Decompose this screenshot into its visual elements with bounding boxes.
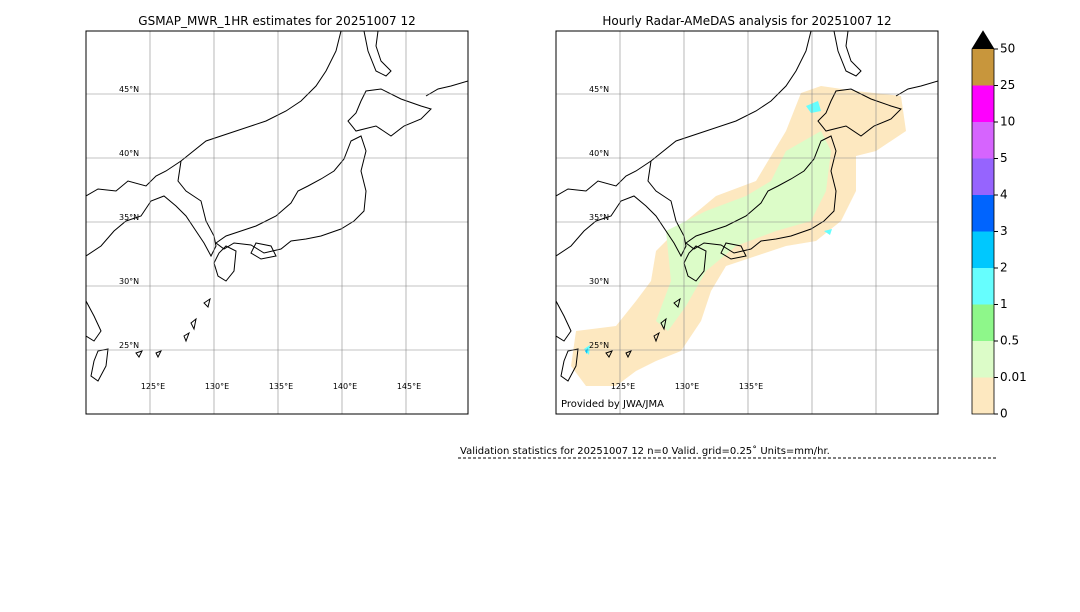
credit: Provided by JWA/JMA bbox=[561, 399, 664, 410]
colorbar-segment bbox=[972, 231, 994, 268]
colorbar-label: 25 bbox=[1000, 78, 1015, 92]
colorbar-segment bbox=[972, 122, 994, 159]
lat-label: 40°N bbox=[119, 149, 139, 158]
map-frame bbox=[555, 30, 939, 415]
colorbar-segment bbox=[972, 85, 994, 122]
lon-label: 130°E bbox=[675, 382, 699, 391]
lat-label: 40°N bbox=[589, 149, 609, 158]
colorbar-label: 10 bbox=[1000, 115, 1015, 129]
lat-label: 45°N bbox=[119, 85, 139, 94]
colorbar-segment bbox=[972, 304, 994, 341]
lat-label: 30°N bbox=[119, 277, 139, 286]
colorbar-frame bbox=[971, 30, 995, 415]
colorbar-label: 3 bbox=[1000, 224, 1008, 238]
colorbar-label: 4 bbox=[1000, 188, 1008, 202]
lat-label: 25°N bbox=[589, 341, 609, 350]
lon-label: 145°E bbox=[397, 382, 421, 391]
map-frame bbox=[85, 30, 469, 415]
colorbar-label: 0.5 bbox=[1000, 334, 1019, 348]
lon-label: 135°E bbox=[739, 382, 763, 391]
colorbar-segment bbox=[972, 377, 994, 414]
lat-label: 25°N bbox=[119, 341, 139, 350]
colorbar-label: 50 bbox=[1000, 42, 1015, 56]
lon-label: 125°E bbox=[611, 382, 635, 391]
colorbar-label: 1 bbox=[1000, 297, 1008, 311]
colorbar-segment bbox=[972, 49, 994, 86]
colorbar-label: 0.01 bbox=[1000, 370, 1027, 384]
lon-label: 135°E bbox=[269, 382, 293, 391]
lat-label: 45°N bbox=[589, 85, 609, 94]
panel-title: Hourly Radar-AMeDAS analysis for 2025100… bbox=[602, 14, 891, 28]
lat-label: 35°N bbox=[589, 213, 609, 222]
colorbar-extend bbox=[972, 31, 994, 49]
map-panel: 45°N 40°N 35°N 30°N 25°N 125°E 130°E 135°E 140°E… bbox=[85, 30, 469, 415]
map-panel: 45°N 40°N 35°N 30°N 25°N 125°E 130°E 135°E Provi… bbox=[555, 30, 939, 415]
lat-label: 35°N bbox=[119, 213, 139, 222]
lon-label: 140°E bbox=[333, 382, 357, 391]
rain-area bbox=[585, 348, 588, 354]
lon-label: 130°E bbox=[205, 382, 229, 391]
colorbar-segment bbox=[972, 341, 994, 378]
lat-label: 30°N bbox=[589, 277, 609, 286]
colorbar-segment bbox=[972, 195, 994, 232]
lon-label: 125°E bbox=[141, 382, 165, 391]
colorbar-segment bbox=[972, 158, 994, 195]
colorbar-label: 2 bbox=[1000, 261, 1008, 275]
validation-text: Validation statistics for 20251007 12 n=… bbox=[460, 445, 830, 457]
colorbar-segment bbox=[972, 268, 994, 305]
colorbar-label: 0 bbox=[1000, 407, 1008, 421]
panel-title: GSMAP_MWR_1HR estimates for 20251007 12 bbox=[138, 14, 415, 28]
colorbar-label: 5 bbox=[1000, 151, 1008, 165]
